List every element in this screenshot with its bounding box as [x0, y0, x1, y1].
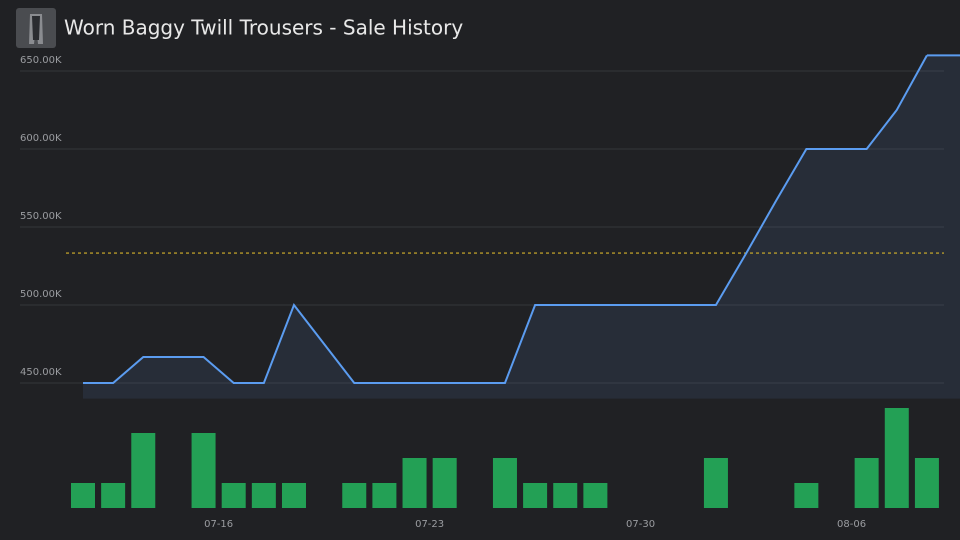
volume-bar	[281, 483, 306, 508]
volume-bar	[884, 408, 909, 508]
volume-bar	[71, 483, 95, 508]
y-tick-label: 550.00K	[20, 211, 62, 222]
volume-bar	[131, 433, 156, 508]
volume-bar	[583, 483, 608, 508]
volume-bar	[523, 483, 548, 508]
price-area	[83, 55, 960, 399]
x-tick-label: 08-06	[837, 519, 866, 530]
volume-bar	[342, 483, 367, 508]
item-icon	[16, 8, 56, 48]
y-tick-label: 600.00K	[20, 133, 62, 144]
volume-bar	[101, 483, 126, 508]
volume-bar	[191, 433, 216, 508]
price-line	[83, 54, 928, 384]
volume-bar	[402, 458, 427, 508]
volume-bar	[914, 458, 939, 508]
volume-bar	[794, 483, 819, 508]
volume-bar	[432, 458, 457, 508]
y-tick-label: 450.00K	[20, 367, 62, 378]
chart-title: Worn Baggy Twill Trousers - Sale History	[64, 16, 463, 40]
volume-bar	[251, 483, 276, 508]
volume-bar	[703, 458, 728, 508]
volume-bar	[221, 483, 246, 508]
volume-bar	[372, 483, 397, 508]
y-tick-label: 650.00K	[20, 55, 62, 66]
x-tick-label: 07-30	[626, 519, 655, 530]
volume-bar	[492, 458, 517, 508]
x-tick-label: 07-16	[204, 519, 233, 530]
volume-bar	[854, 458, 879, 508]
y-tick-label: 500.00K	[20, 289, 62, 300]
volume-bar	[553, 483, 578, 508]
x-tick-label: 07-23	[415, 519, 444, 530]
